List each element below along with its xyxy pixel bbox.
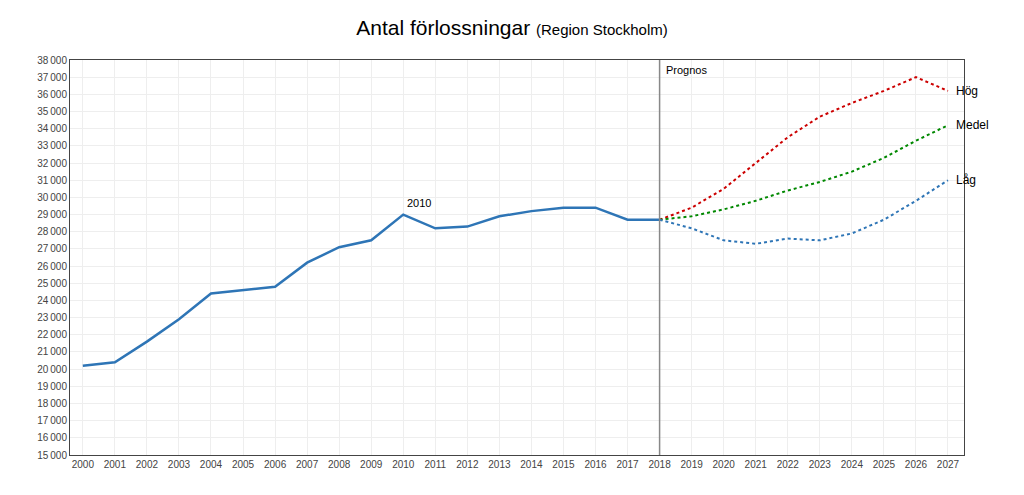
svg-text:2002: 2002: [136, 459, 159, 470]
svg-text:18 000: 18 000: [37, 398, 67, 409]
svg-text:2013: 2013: [488, 459, 511, 470]
svg-text:2010: 2010: [407, 197, 431, 209]
svg-text:2021: 2021: [745, 459, 768, 470]
svg-text:2023: 2023: [809, 459, 832, 470]
svg-text:15 000: 15 000: [37, 450, 67, 461]
svg-text:Medel: Medel: [956, 118, 989, 132]
svg-text:20 000: 20 000: [37, 364, 67, 375]
svg-text:2000: 2000: [72, 459, 95, 470]
svg-text:Prognos: Prognos: [666, 64, 707, 76]
svg-text:37 000: 37 000: [37, 72, 67, 83]
svg-text:27 000: 27 000: [37, 243, 67, 254]
svg-text:38 000: 38 000: [37, 55, 67, 66]
svg-text:2005: 2005: [232, 459, 255, 470]
svg-text:30 000: 30 000: [37, 192, 67, 203]
svg-text:21 000: 21 000: [37, 346, 67, 357]
svg-text:2018: 2018: [648, 459, 671, 470]
svg-text:2004: 2004: [200, 459, 223, 470]
svg-text:22 000: 22 000: [37, 329, 67, 340]
svg-text:2003: 2003: [168, 459, 191, 470]
svg-text:2022: 2022: [777, 459, 800, 470]
svg-text:2019: 2019: [681, 459, 704, 470]
svg-text:33 000: 33 000: [37, 140, 67, 151]
svg-text:2024: 2024: [841, 459, 864, 470]
svg-text:16 000: 16 000: [37, 432, 67, 443]
svg-text:25 000: 25 000: [37, 278, 67, 289]
svg-text:2020: 2020: [713, 459, 736, 470]
svg-text:2008: 2008: [328, 459, 351, 470]
svg-text:2006: 2006: [264, 459, 287, 470]
svg-text:2010: 2010: [392, 459, 415, 470]
svg-text:31 000: 31 000: [37, 175, 67, 186]
svg-text:19 000: 19 000: [37, 381, 67, 392]
svg-text:2014: 2014: [520, 459, 543, 470]
svg-text:26 000: 26 000: [37, 261, 67, 272]
svg-text:2012: 2012: [456, 459, 479, 470]
svg-text:Antal förlossningar (Region St: Antal förlossningar (Region Stockholm): [356, 16, 667, 39]
svg-text:2015: 2015: [552, 459, 575, 470]
svg-text:34 000: 34 000: [37, 123, 67, 134]
svg-text:2011: 2011: [425, 459, 447, 470]
svg-text:2026: 2026: [905, 459, 928, 470]
svg-text:Låg: Låg: [956, 173, 976, 187]
svg-text:29 000: 29 000: [37, 209, 67, 220]
svg-text:2016: 2016: [584, 459, 607, 470]
svg-text:2007: 2007: [296, 459, 319, 470]
svg-text:2009: 2009: [360, 459, 383, 470]
svg-text:36 000: 36 000: [37, 89, 67, 100]
svg-text:23 000: 23 000: [37, 312, 67, 323]
svg-text:2001: 2001: [104, 459, 127, 470]
svg-text:28 000: 28 000: [37, 226, 67, 237]
svg-text:Hög: Hög: [956, 84, 978, 98]
svg-text:2025: 2025: [873, 459, 896, 470]
svg-text:24 000: 24 000: [37, 295, 67, 306]
svg-text:2017: 2017: [616, 459, 639, 470]
svg-text:35 000: 35 000: [37, 106, 67, 117]
svg-text:17 000: 17 000: [37, 415, 67, 426]
svg-text:2027: 2027: [937, 459, 960, 470]
svg-text:32 000: 32 000: [37, 158, 67, 169]
